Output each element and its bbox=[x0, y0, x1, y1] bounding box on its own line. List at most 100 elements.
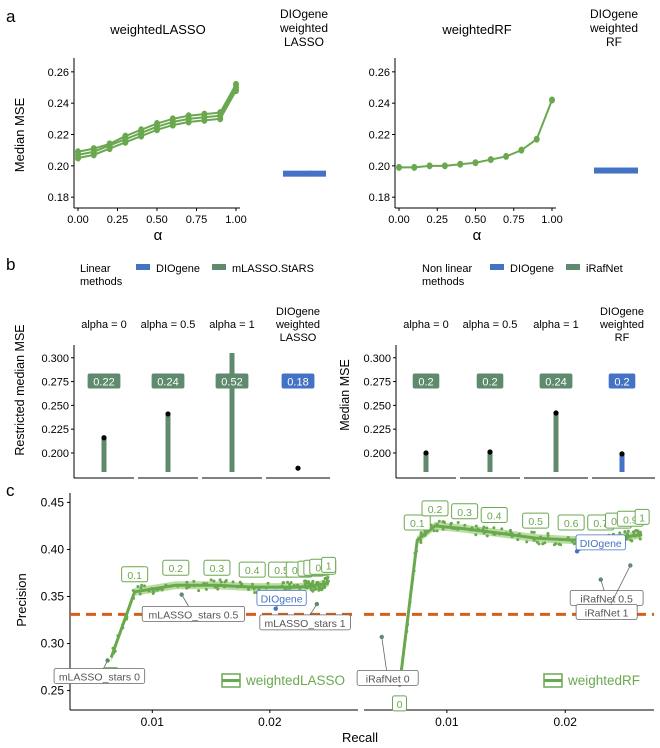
data-point bbox=[151, 591, 155, 595]
data-point bbox=[322, 580, 326, 584]
y-tick-label: 0.20 bbox=[48, 161, 69, 173]
callout-box bbox=[53, 668, 146, 684]
callout-box bbox=[259, 614, 351, 631]
data-point bbox=[625, 537, 629, 541]
facet-label: DIOgene bbox=[276, 306, 320, 318]
data-point bbox=[503, 152, 510, 160]
data-point bbox=[566, 536, 570, 540]
value-label-box bbox=[215, 373, 249, 389]
data-point bbox=[463, 523, 467, 527]
data-point bbox=[546, 534, 550, 538]
facet-label: alpha = 1 bbox=[533, 319, 579, 331]
data-point bbox=[412, 569, 416, 573]
data-point bbox=[185, 118, 192, 126]
alpha-label-box bbox=[403, 514, 431, 531]
data-point bbox=[485, 526, 489, 530]
callout-point bbox=[273, 606, 278, 611]
alpha-label-box bbox=[557, 514, 585, 531]
data-point bbox=[106, 145, 113, 153]
panel-a-right-xlabel: α bbox=[473, 227, 482, 244]
data-point bbox=[472, 159, 479, 167]
data-point bbox=[187, 585, 191, 589]
alpha-label-box bbox=[162, 559, 190, 576]
x-tick-label: 1.00 bbox=[225, 214, 246, 226]
side-title-line: RF bbox=[606, 35, 622, 49]
x-tick-label: 0.50 bbox=[465, 214, 486, 226]
data-point bbox=[132, 596, 136, 600]
panel-b-right-ylabel: Median MSE bbox=[338, 359, 352, 431]
callout-point bbox=[105, 658, 110, 663]
data-point bbox=[405, 623, 409, 627]
data-point bbox=[311, 585, 315, 589]
data-point bbox=[289, 586, 293, 590]
value-label-box bbox=[476, 373, 504, 389]
y-tick-label: 0.35 bbox=[41, 590, 65, 604]
data-point bbox=[636, 532, 640, 536]
bar bbox=[101, 437, 107, 472]
facet-label: weighted bbox=[275, 319, 320, 331]
value-label-box bbox=[281, 373, 315, 389]
data-point bbox=[286, 580, 290, 584]
alpha-label-box bbox=[203, 559, 231, 576]
data-point bbox=[233, 87, 239, 95]
data-point bbox=[406, 614, 410, 618]
panel-b-left-legend: Linear methods DIOgene mLASSO.StARS bbox=[80, 263, 314, 288]
diogene-point bbox=[307, 170, 314, 177]
x-tick-label: 0.75 bbox=[186, 214, 207, 226]
data-point bbox=[219, 580, 223, 584]
data-point bbox=[518, 146, 525, 154]
data-point bbox=[485, 534, 489, 538]
data-point bbox=[264, 586, 268, 590]
bar bbox=[619, 453, 625, 472]
legend-title-line: Linear bbox=[80, 263, 111, 275]
legend-title-line: methods bbox=[80, 276, 123, 288]
callout-box bbox=[575, 604, 638, 620]
data-point bbox=[160, 588, 164, 592]
data-point bbox=[185, 580, 189, 584]
x-tick-label: 0.00 bbox=[388, 214, 409, 226]
value-label-box bbox=[539, 373, 573, 389]
side-title-line: DIOgene bbox=[280, 7, 328, 21]
data-point bbox=[320, 588, 324, 592]
data-point bbox=[453, 527, 457, 531]
y-tick-label: 0.250 bbox=[363, 400, 391, 412]
legend-title-line: methods bbox=[422, 276, 465, 288]
legend-label: weightedRF bbox=[567, 673, 640, 688]
data-point bbox=[437, 519, 441, 523]
data-point bbox=[552, 543, 556, 547]
data-point bbox=[476, 527, 480, 531]
data-point bbox=[414, 549, 418, 553]
data-point bbox=[423, 532, 427, 536]
data-point bbox=[426, 162, 433, 170]
data-point bbox=[280, 584, 284, 588]
data-point bbox=[231, 580, 235, 584]
bar bbox=[229, 353, 235, 472]
data-point bbox=[311, 579, 315, 583]
y-tick-label: 0.200 bbox=[41, 448, 69, 460]
data-point bbox=[176, 584, 180, 588]
value-label-box bbox=[412, 373, 440, 389]
data-point bbox=[209, 578, 213, 582]
data-point bbox=[533, 135, 540, 143]
data-point bbox=[308, 582, 312, 586]
x-tick-label: 0.01 bbox=[141, 715, 165, 729]
data-point bbox=[197, 589, 201, 593]
alpha-label-box bbox=[321, 556, 337, 573]
legend-title-line: Non linear bbox=[422, 263, 472, 275]
alpha-label-box bbox=[421, 500, 449, 517]
data-point bbox=[217, 115, 224, 123]
data-point bbox=[456, 527, 460, 531]
data-point bbox=[150, 586, 154, 590]
data-point bbox=[432, 529, 436, 533]
y-tick-label: 0.26 bbox=[48, 67, 69, 79]
data-point bbox=[634, 529, 638, 533]
data-point bbox=[185, 586, 189, 590]
alpha-label: 0.1 bbox=[410, 518, 425, 530]
data-point bbox=[323, 583, 327, 587]
x-tick-label: 0.02 bbox=[554, 715, 578, 729]
alpha-label: 0.5 bbox=[274, 565, 289, 577]
side-title-line: DIOgene bbox=[590, 7, 638, 21]
panel-b-right-facets: alpha = 0 alpha = 0.5 alpha = 1 DIOgene … bbox=[403, 306, 644, 344]
data-point bbox=[510, 531, 514, 535]
data-point bbox=[192, 584, 196, 588]
